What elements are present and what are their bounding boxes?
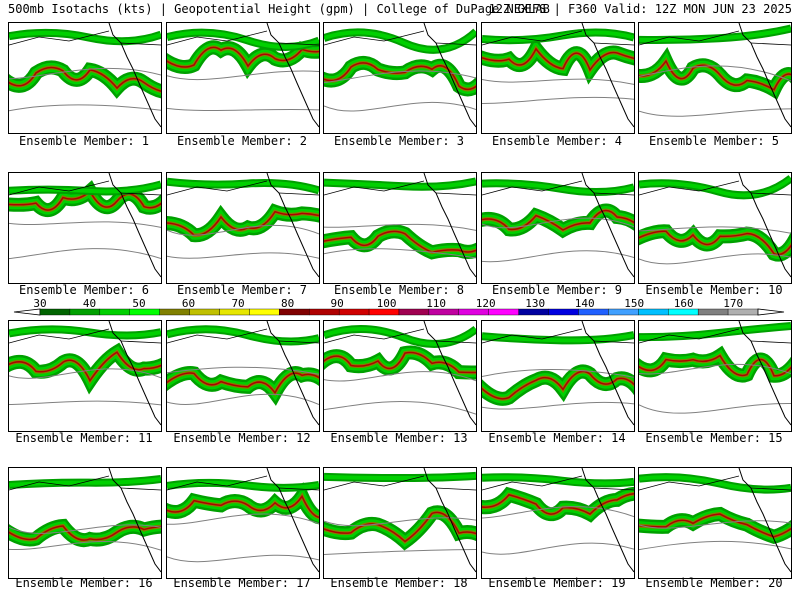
colorbar-tick-label: 60 xyxy=(181,297,196,310)
colorbar-tick-label: 40 xyxy=(82,297,97,310)
ensemble-map-17 xyxy=(166,467,320,579)
isotach-map-graphic xyxy=(9,468,161,573)
colorbar-max-arrow xyxy=(757,308,785,316)
colorbar-tick-label: 160 xyxy=(673,297,694,310)
ensemble-member-label: Ensemble Member: 8 xyxy=(333,283,465,297)
ensemble-map-8 xyxy=(323,172,477,284)
colorbar-tick-label: 90 xyxy=(330,297,344,310)
ensemble-map-7 xyxy=(166,172,320,284)
ensemble-map-14 xyxy=(481,320,635,432)
ensemble-member-label: Ensemble Member: 5 xyxy=(648,134,780,148)
isotach-map-graphic xyxy=(167,23,319,128)
ensemble-map-6 xyxy=(8,172,162,284)
colorbar-tick-label: 120 xyxy=(475,297,496,310)
ensemble-map-3 xyxy=(323,22,477,134)
ensemble-member-label: Ensemble Member: 18 xyxy=(330,576,468,590)
colorbar-tick-label: 150 xyxy=(624,297,645,310)
ensemble-member-label: Ensemble Member: 14 xyxy=(488,431,626,445)
ensemble-member-label: Ensemble Member: 7 xyxy=(176,283,308,297)
ensemble-map-10 xyxy=(638,172,792,284)
colorbar-tick-label: 80 xyxy=(280,297,295,310)
run-info: 12Z GEFS | F360 Valid: 12Z MON JUN 23 20… xyxy=(488,2,792,16)
isotach-map-graphic xyxy=(324,23,476,128)
isotach-map-graphic xyxy=(9,173,161,278)
colorbar-swatch xyxy=(398,308,430,316)
isotach-map-graphic xyxy=(9,23,161,128)
colorbar-swatch xyxy=(249,308,280,316)
colorbar-tick-label: 110 xyxy=(426,297,447,310)
isotach-map-graphic xyxy=(639,321,791,426)
ensemble-map-2 xyxy=(166,22,320,134)
isotach-map-graphic xyxy=(639,23,791,128)
isotach-map-graphic xyxy=(482,321,634,426)
isotach-map-graphic xyxy=(324,468,476,573)
isotach-map-graphic xyxy=(639,173,791,278)
ensemble-map-9 xyxy=(481,172,635,284)
ensemble-map-4 xyxy=(481,22,635,134)
ensemble-member-label: Ensemble Member: 11 xyxy=(15,431,153,445)
ensemble-member-label: Ensemble Member: 20 xyxy=(645,576,783,590)
ensemble-map-1 xyxy=(8,22,162,134)
ensemble-map-12 xyxy=(166,320,320,432)
isotach-map-graphic xyxy=(482,23,634,128)
ensemble-member-label: Ensemble Member: 17 xyxy=(173,576,311,590)
ensemble-member-label: Ensemble Member: 10 xyxy=(645,283,783,297)
colorbar-tick-label: 30 xyxy=(33,297,47,310)
colorbar-tick-label: 50 xyxy=(132,297,146,310)
ensemble-map-18 xyxy=(323,467,477,579)
isotach-map-graphic xyxy=(324,173,476,278)
ensemble-map-20 xyxy=(638,467,792,579)
colorbar-tick-label: 100 xyxy=(376,297,397,310)
ensemble-map-16 xyxy=(8,467,162,579)
ensemble-map-13 xyxy=(323,320,477,432)
ensemble-map-11 xyxy=(8,320,162,432)
colorbar-scale xyxy=(13,308,785,316)
isotach-map-graphic xyxy=(482,468,634,573)
ensemble-member-label: Ensemble Member: 19 xyxy=(488,576,626,590)
ensemble-member-label: Ensemble Member: 9 xyxy=(491,283,623,297)
isotach-map-graphic xyxy=(324,321,476,426)
isotach-map-graphic xyxy=(167,468,319,573)
ensemble-map-5 xyxy=(638,22,792,134)
ensemble-member-label: Ensemble Member: 15 xyxy=(645,431,783,445)
ensemble-member-label: Ensemble Member: 13 xyxy=(330,431,468,445)
ensemble-member-label: Ensemble Member: 12 xyxy=(173,431,311,445)
colorbar-swatch xyxy=(99,308,130,316)
ensemble-map-15 xyxy=(638,320,792,432)
ensemble-member-label: Ensemble Member: 1 xyxy=(18,134,150,148)
isotach-map-graphic xyxy=(167,173,319,278)
ensemble-member-label: Ensemble Member: 4 xyxy=(491,134,623,148)
colorbar-tick-label: 70 xyxy=(231,297,245,310)
ensemble-member-label: Ensemble Member: 6 xyxy=(18,283,150,297)
ensemble-map-19 xyxy=(481,467,635,579)
isotach-map-graphic xyxy=(482,173,634,278)
ensemble-member-label: Ensemble Member: 3 xyxy=(333,134,465,148)
map-title: 500mb Isotachs (kts) | Geopotential Heig… xyxy=(8,2,550,16)
colorbar-tick-label: 140 xyxy=(574,297,595,310)
isotach-map-graphic xyxy=(9,321,161,426)
ensemble-member-label: Ensemble Member: 16 xyxy=(15,576,153,590)
colorbar: 30 40 50 60 70 80 90 100 110 120 130 140 150 160 170 xyxy=(0,297,800,319)
isotach-map-graphic xyxy=(639,468,791,573)
isotach-map-graphic xyxy=(167,321,319,426)
colorbar-tick-label: 170 xyxy=(723,297,744,310)
ensemble-member-label: Ensemble Member: 2 xyxy=(176,134,308,148)
colorbar-tick-label: 130 xyxy=(525,297,546,310)
